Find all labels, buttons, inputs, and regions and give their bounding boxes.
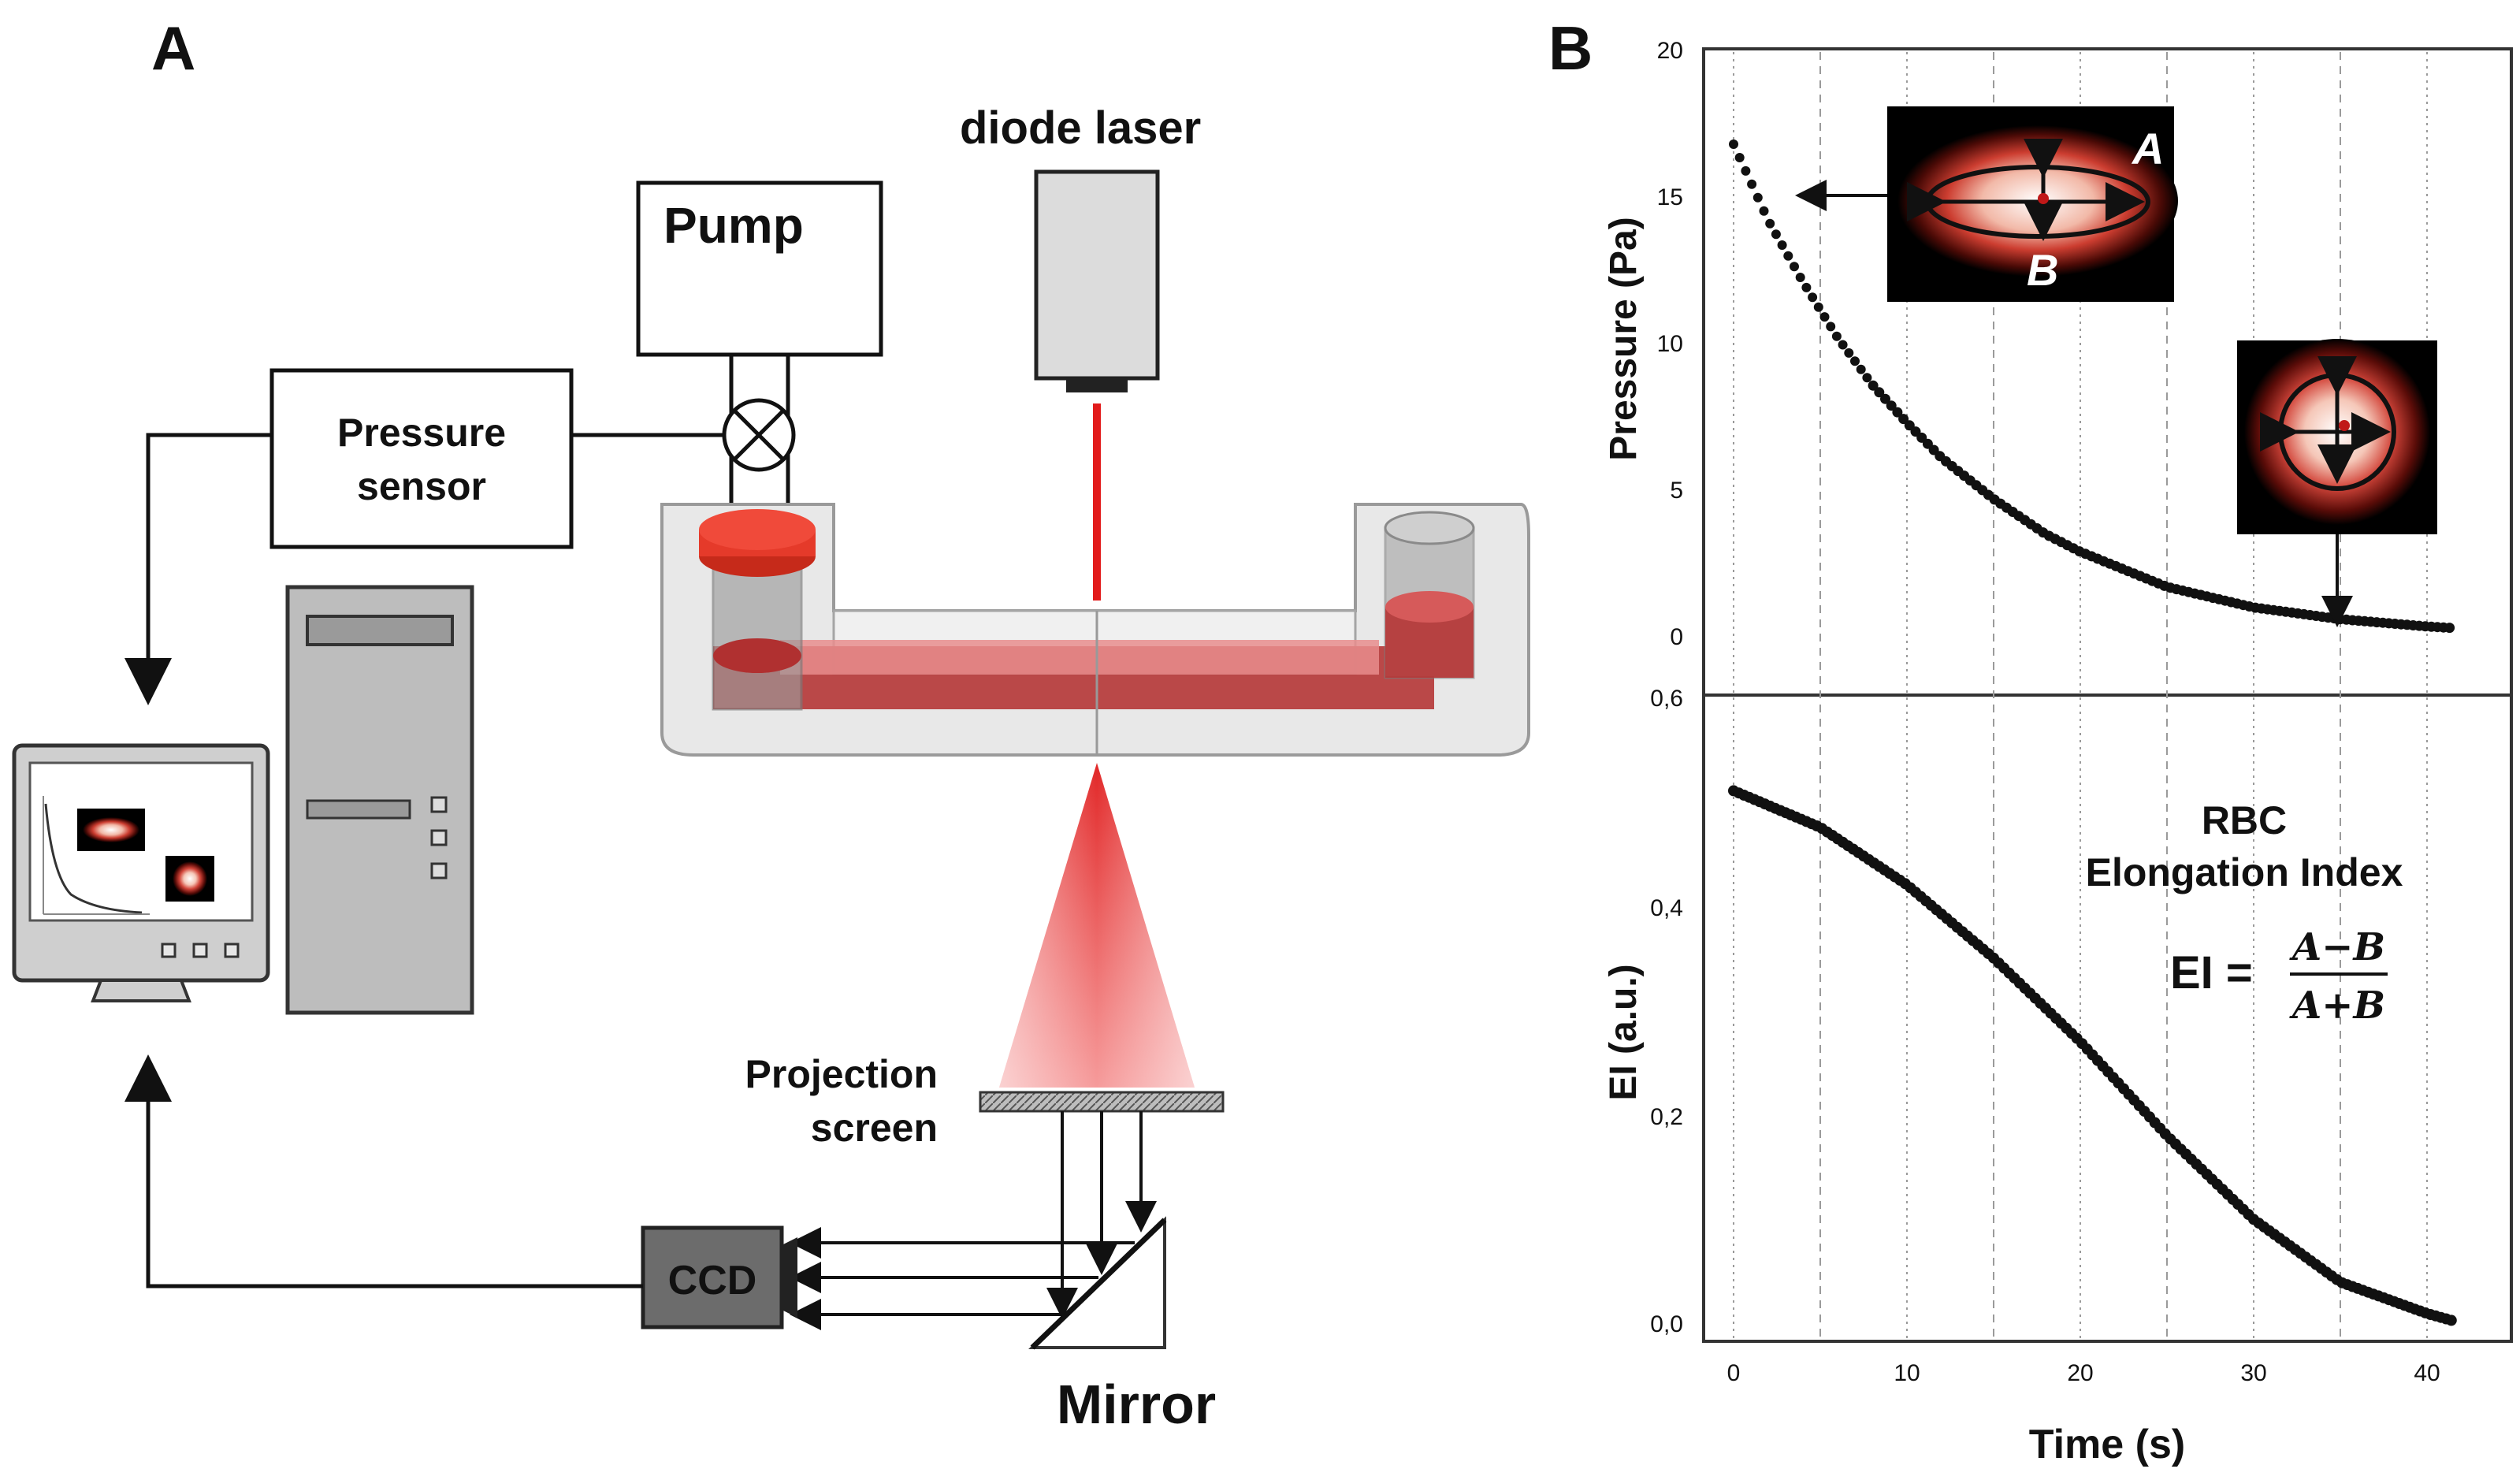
pressure-point: [1898, 414, 1909, 425]
ccd-label: CCD: [668, 1258, 757, 1303]
xtick-20: 20: [2067, 1360, 2093, 1386]
pressure-point: [1886, 400, 1897, 411]
ei-annotation-line1: RBC: [2202, 798, 2287, 842]
bottom-plot-ylabel: EI (a.u.): [1603, 964, 1645, 1100]
inset-label-b: B: [2027, 245, 2058, 295]
ccd-to-computer-arrow: [125, 1054, 643, 1288]
mirror: [1028, 1216, 1167, 1350]
xtick-30: 30: [2240, 1360, 2266, 1386]
pressure-point: [1862, 373, 1872, 383]
pressure-point: [1844, 348, 1854, 358]
projection-screen-label-line1: Projection: [745, 1052, 938, 1096]
pressure-point: [2444, 623, 2455, 634]
pressure-point: [1826, 322, 1836, 332]
pressure-point: [1856, 364, 1866, 374]
pump-box: [636, 180, 883, 357]
pressure-point: [1795, 273, 1805, 282]
xtick-40: 40: [2414, 1360, 2440, 1386]
ei-annotation-line2: Elongation Index: [2086, 850, 2403, 894]
top-ytick-0: 0: [1670, 624, 1683, 650]
ei-point: [2445, 1315, 2457, 1326]
pressure-point: [1752, 192, 1763, 203]
pressure-point: [1850, 356, 1860, 366]
ei-formula-lhs: EI =: [2170, 947, 2253, 998]
top-plot-yticks: 0 5 10 15 20: [1657, 38, 1683, 650]
xtick-10: 10: [1894, 1360, 1920, 1386]
projection-screen: [979, 1091, 1225, 1113]
bottom-ytick-0: 0,0: [1650, 1311, 1683, 1337]
pressure-point: [1868, 380, 1879, 391]
pressure-point: [1808, 292, 1818, 303]
valve-icon: [722, 398, 796, 472]
pressure-point: [1790, 262, 1799, 272]
panel-a-label: A: [151, 13, 195, 83]
diode-laser-label: diode laser: [960, 102, 1201, 154]
top-ytick-10: 10: [1657, 331, 1683, 357]
inset-round-pattern: [2237, 339, 2437, 534]
xtick-0: 0: [1727, 1360, 1741, 1386]
top-ytick-15: 15: [1657, 184, 1683, 210]
plot-frames: [1702, 47, 2513, 1343]
ccd-camera: [641, 1225, 797, 1329]
inset-elongated-pattern: [1887, 106, 2178, 302]
bottom-plot-yticks: 0,0 0,2 0,4 0,6: [1650, 686, 1683, 1337]
pressure-point: [1741, 165, 1751, 176]
computer-tower: [285, 585, 474, 1015]
top-ytick-5: 5: [1670, 478, 1683, 504]
ei-formula-denominator: A+B: [2289, 984, 2385, 1028]
ei-formula-numerator: A−B: [2289, 925, 2385, 969]
bottom-ytick-02: 0,2: [1650, 1104, 1683, 1130]
projection-screen-label-line2: screen: [811, 1106, 938, 1150]
pressure-sensor-label-line1: Pressure: [337, 411, 506, 455]
pressure-point: [1813, 302, 1823, 312]
pressure-sensor-label-line2: sensor: [357, 464, 486, 508]
pressure-point: [1771, 229, 1781, 240]
diffraction-cone: [999, 763, 1195, 1088]
diode-laser: [1034, 169, 1160, 392]
top-plot-ylabel: Pressure (Pa): [1603, 217, 1645, 461]
mirror-to-ccd-rays: [790, 1227, 1135, 1330]
bottom-ytick-04: 0,4: [1650, 895, 1683, 921]
pressure-point: [1783, 251, 1793, 261]
panel-b-label: B: [1548, 13, 1593, 83]
pressure-point: [1880, 393, 1890, 404]
pressure-point: [1819, 312, 1830, 322]
pressure-point: [1729, 139, 1738, 149]
x-axis-label: Time (s): [2029, 1422, 2185, 1467]
sensor-to-computer-arrow: [125, 433, 272, 705]
pressure-point: [1874, 387, 1885, 398]
pump-label: Pump: [663, 197, 804, 254]
pressure-point: [1831, 331, 1842, 341]
flow-chamber: [660, 503, 1530, 757]
pressure-series: [1729, 139, 2455, 634]
top-ytick-20: 20: [1657, 38, 1683, 64]
pressure-point: [1759, 206, 1769, 216]
pressure-sensor-box: [269, 368, 574, 549]
bottom-ytick-06: 0,6: [1650, 686, 1683, 712]
pressure-point: [1801, 282, 1812, 292]
pressure-point: [1765, 218, 1775, 229]
computer-monitor: [12, 743, 270, 1002]
ei-series: [1728, 785, 2457, 1326]
pressure-point: [1838, 340, 1848, 350]
pressure-point: [1777, 240, 1787, 250]
pressure-point: [1892, 407, 1903, 418]
pressure-point: [1734, 153, 1745, 162]
mirror-label: Mirror: [1057, 1374, 1216, 1435]
pressure-point: [1747, 179, 1757, 189]
inset-label-a: A: [2131, 124, 2164, 173]
xticks: 0 10 20 30 40: [1727, 1360, 2440, 1386]
